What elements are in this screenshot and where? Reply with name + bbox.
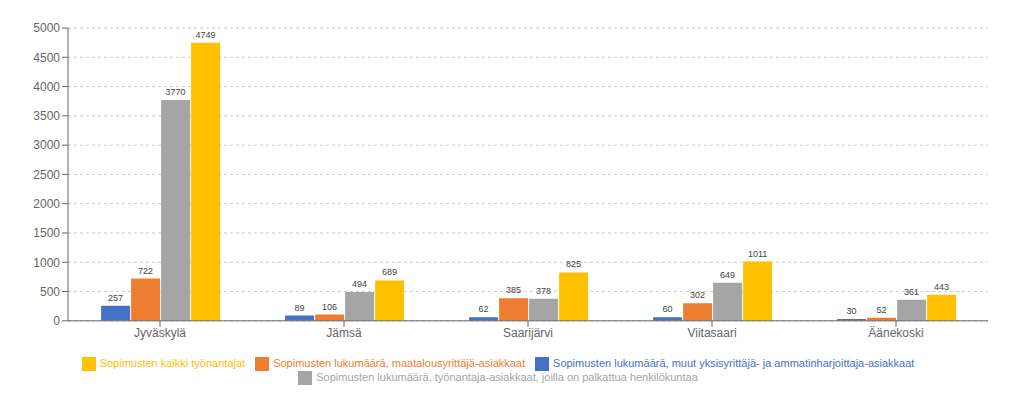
html-text:Sopimusten kaikki työnantajat: Sopimusten kaikki työnantajat bbox=[99, 356, 246, 369]
svg-text:3000: 3000 bbox=[33, 138, 60, 152]
svg-text:106: 106 bbox=[322, 302, 337, 312]
svg-text:302: 302 bbox=[690, 290, 705, 300]
svg-text:Jämsä: Jämsä bbox=[326, 326, 362, 340]
svg-text:0: 0 bbox=[53, 314, 60, 328]
svg-text:Äänekoski: Äänekoski bbox=[868, 326, 923, 340]
svg-text:4500: 4500 bbox=[33, 51, 60, 65]
svg-text:649: 649 bbox=[720, 270, 735, 280]
svg-text:689: 689 bbox=[382, 267, 397, 277]
svg-text:3770: 3770 bbox=[166, 87, 186, 97]
svg-text:1500: 1500 bbox=[33, 226, 60, 240]
svg-text:385: 385 bbox=[506, 285, 521, 295]
svg-text:52: 52 bbox=[877, 305, 887, 315]
svg-text:62: 62 bbox=[479, 304, 489, 314]
svg-text:4749: 4749 bbox=[196, 30, 216, 40]
svg-text:4000: 4000 bbox=[33, 80, 60, 94]
svg-text:60: 60 bbox=[663, 304, 673, 314]
svg-text:Saarijärvi: Saarijärvi bbox=[503, 326, 553, 340]
svg-text:2000: 2000 bbox=[33, 197, 60, 211]
svg-text:378: 378 bbox=[536, 286, 551, 296]
svg-text:443: 443 bbox=[934, 282, 949, 292]
svg-text:1011: 1011 bbox=[748, 249, 767, 259]
svg-text:89: 89 bbox=[295, 303, 305, 313]
svg-text:2500: 2500 bbox=[33, 168, 60, 182]
svg-text:361: 361 bbox=[904, 287, 919, 297]
svg-text:Jyväskylä: Jyväskylä bbox=[134, 326, 186, 340]
svg-text:5000: 5000 bbox=[33, 21, 60, 35]
html-text:Sopimusten lukumäärä, työnanta: Sopimusten lukumäärä, työnantaja-asiakka… bbox=[316, 370, 698, 383]
svg-text:Viitasaari: Viitasaari bbox=[687, 326, 736, 340]
svg-text:257: 257 bbox=[108, 293, 123, 303]
svg-text:1000: 1000 bbox=[33, 256, 60, 270]
svg-text:3500: 3500 bbox=[33, 109, 60, 123]
svg-text:500: 500 bbox=[40, 285, 60, 299]
svg-text:30: 30 bbox=[847, 306, 857, 316]
html-text:Sopimusten lukumäärä, maatalou: Sopimusten lukumäärä, maatalousyrittäjä-… bbox=[273, 356, 525, 369]
svg-text:825: 825 bbox=[566, 259, 581, 269]
svg-text:494: 494 bbox=[352, 279, 367, 289]
svg-text:722: 722 bbox=[138, 266, 153, 276]
html-text:Sopimusten lukumäärä, muut yks: Sopimusten lukumäärä, muut yksisyrittäjä… bbox=[553, 356, 915, 369]
